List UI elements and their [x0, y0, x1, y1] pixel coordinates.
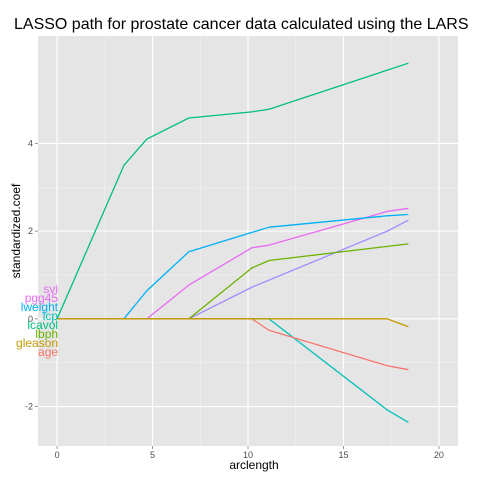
y-tick-label: 2 [28, 226, 33, 236]
x-axis-title: arclength [229, 458, 278, 472]
series-start-label: lcp [43, 309, 59, 323]
x-tick-label: 5 [150, 450, 155, 460]
x-tick-label: 20 [434, 450, 444, 460]
series-line-gleason [57, 318, 409, 328]
series-line-lcavol [56, 62, 409, 320]
y-axis-ticks: -2 0 2 4 [25, 138, 38, 412]
series-lines [56, 62, 409, 423]
series-start-label: age [38, 345, 58, 359]
series-start-label: pgg45 [25, 291, 59, 305]
y-tick-label: -2 [25, 402, 33, 412]
chart-title: LASSO path for prostate cancer data calc… [14, 16, 469, 33]
x-tick-label: 0 [55, 450, 60, 460]
series-start-label: lbph [35, 327, 58, 341]
x-axis-ticks: 0 5 10 15 20 [55, 446, 444, 460]
series-start-label: lcavol [27, 318, 58, 332]
y-axis-title: standardized.coef [9, 183, 23, 278]
y-tick-label: 0 [28, 314, 33, 324]
series-start-label: lweight [21, 300, 59, 314]
x-tick-label: 10 [243, 450, 253, 460]
series-start-label: svi [43, 282, 58, 296]
series-start-label: gleason [16, 336, 58, 350]
x-tick-label: 15 [338, 450, 348, 460]
y-tick-label: 4 [28, 138, 33, 148]
